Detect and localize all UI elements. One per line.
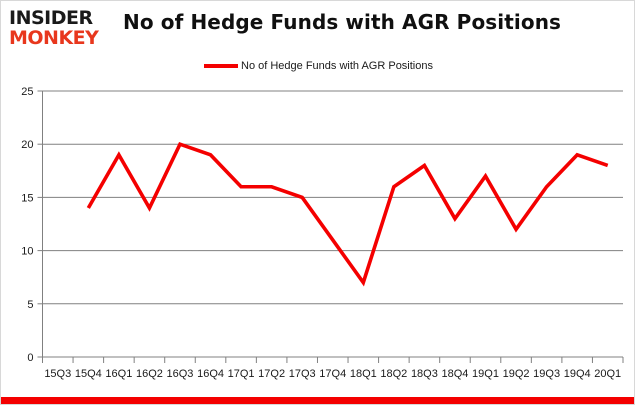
bottom-accent-bar xyxy=(1,397,634,404)
x-axis-tick-label: 17Q4 xyxy=(319,368,346,380)
x-axis-tick-label: 19Q1 xyxy=(472,368,499,380)
chart-series-line xyxy=(86,141,609,287)
series-polyline xyxy=(86,141,609,287)
x-axis-tick-label: 17Q3 xyxy=(289,368,316,380)
chart-plot-area: 0 5 10 15 20 25 15Q3 15Q4 16Q1 16Q2 16Q3 16Q4 17Q1 1… xyxy=(1,77,634,387)
x-axis-tick-label: 17Q1 xyxy=(228,368,255,380)
x-axis-tick-label: 19Q4 xyxy=(564,368,591,380)
legend-item-label: No of Hedge Funds with AGR Positions xyxy=(241,60,433,72)
y-axis-tick-label: 15 xyxy=(21,192,33,204)
y-axis-tick-label: 10 xyxy=(21,246,33,258)
x-axis-tick-label: 16Q2 xyxy=(136,368,163,380)
y-axis-tick-label: 20 xyxy=(21,139,33,151)
x-axis-tick-label: 18Q4 xyxy=(441,368,468,380)
x-axis-tick-label: 18Q2 xyxy=(380,368,407,380)
page-header: INSIDER MONKEY No of Hedge Funds with AG… xyxy=(1,1,634,53)
x-axis-tick-label: 19Q3 xyxy=(533,368,560,380)
chart-y-axis-labels: 0 5 10 15 20 25 xyxy=(21,86,33,364)
chart-gridlines xyxy=(42,90,623,358)
x-axis-tick-label: 20Q1 xyxy=(594,368,621,380)
x-axis-tick-label: 18Q3 xyxy=(411,368,438,380)
logo-text-insider: INSIDER xyxy=(9,7,93,29)
x-axis-tick-label: 16Q4 xyxy=(197,368,224,380)
y-axis-tick-label: 5 xyxy=(27,299,33,311)
legend-swatch-icon xyxy=(204,64,238,68)
x-axis-tick-label: 18Q1 xyxy=(350,368,377,380)
x-axis-tick-label: 16Q1 xyxy=(105,368,132,380)
insider-monkey-logo: INSIDER MONKEY xyxy=(9,9,117,49)
legend-item: No of Hedge Funds with AGR Positions xyxy=(204,60,433,72)
logo-text-monkey: MONKEY xyxy=(9,27,99,49)
chart-x-axis-labels: 15Q3 15Q4 16Q1 16Q2 16Q3 16Q4 17Q1 17Q2 17Q3 17Q4… xyxy=(44,368,621,380)
x-axis-tick-label: 19Q2 xyxy=(503,368,530,380)
chart-x-tick-marks xyxy=(42,357,624,363)
y-axis-tick-label: 25 xyxy=(21,86,33,98)
y-axis-tick-label: 0 xyxy=(27,352,33,364)
chart-legend: No of Hedge Funds with AGR Positions xyxy=(1,56,634,76)
x-axis-tick-label: 17Q2 xyxy=(258,368,285,380)
x-axis-tick-label: 16Q3 xyxy=(167,368,194,380)
x-axis-tick-label: 15Q4 xyxy=(75,368,102,380)
x-axis-tick-label: 15Q3 xyxy=(44,368,71,380)
page-title: No of Hedge Funds with AGR Positions xyxy=(123,10,562,34)
chart-y-tick-marks xyxy=(37,90,43,358)
